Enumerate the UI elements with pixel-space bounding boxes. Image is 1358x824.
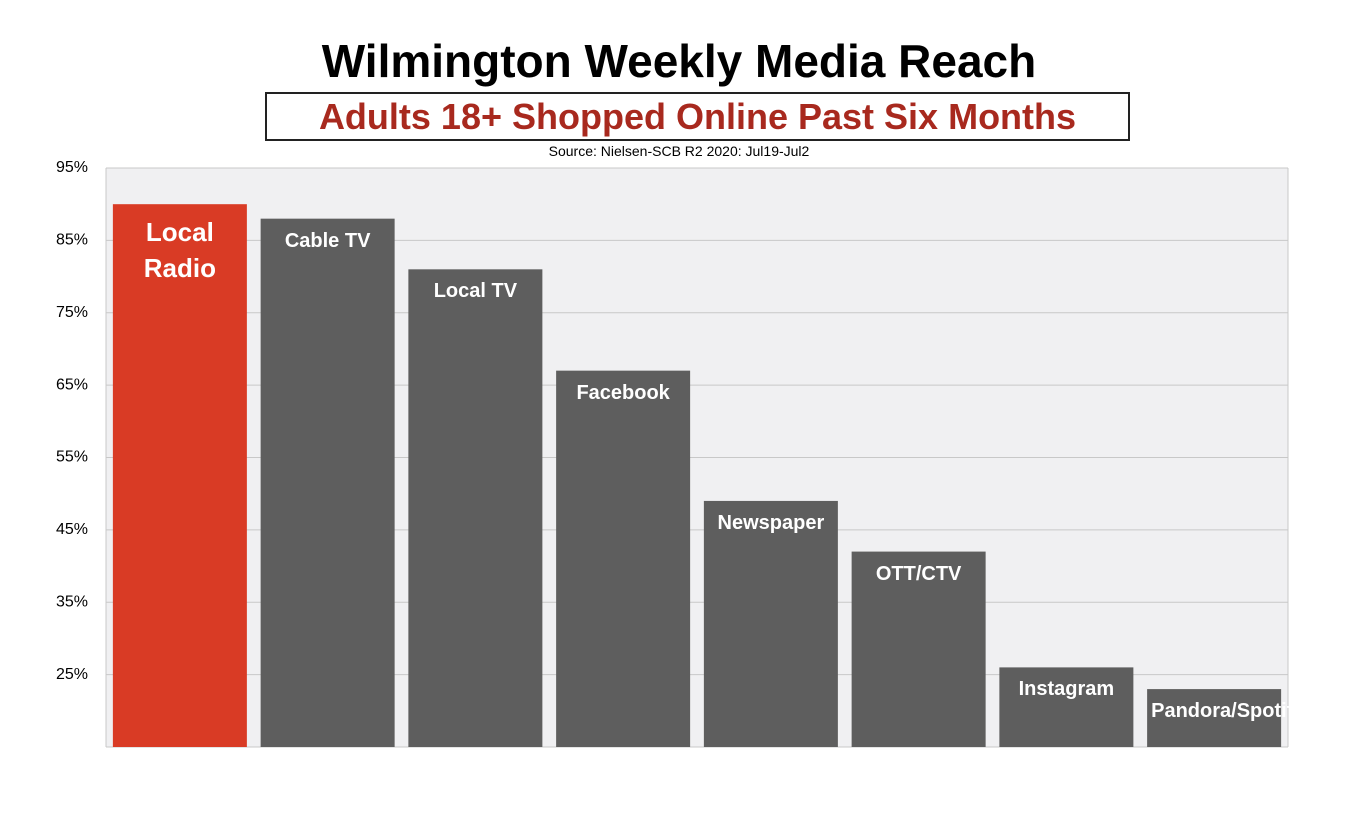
y-tick-label: 75% [56,304,88,321]
category-label: Facebook [576,381,670,404]
category-label: Pandora/Spotify [1151,700,1305,723]
category-label: Newspaper [717,511,825,534]
y-tick-label: 95% [56,159,88,176]
category-label: Local Radio [143,217,216,284]
category-label: Local TV [433,280,518,303]
y-tick-label: 25% [56,666,88,683]
bar [703,500,838,747]
chart-subtitle: Adults 18+ Shopped Online Past Six Month… [265,92,1130,141]
y-tick-label: 65% [56,376,88,393]
bar [556,370,691,747]
category-label: Cable TV [284,229,371,252]
y-tick-label: 45% [56,521,88,538]
category-label: Instagram [1018,678,1115,701]
bar [1147,689,1282,747]
bar [851,551,986,747]
chart-title: Wilmington Weekly Media Reach [321,35,1037,87]
bar [260,218,395,748]
bar [112,204,247,747]
y-tick-label: 35% [56,593,88,610]
chart-source: Source: Nielsen-SCB R2 2020: Jul19-Jul2 [548,143,810,159]
y-tick-label: 85% [56,232,88,249]
bar [408,269,543,747]
bar [999,667,1134,747]
category-label: OTT/CTV [875,562,962,585]
y-tick-label: 55% [56,449,88,466]
